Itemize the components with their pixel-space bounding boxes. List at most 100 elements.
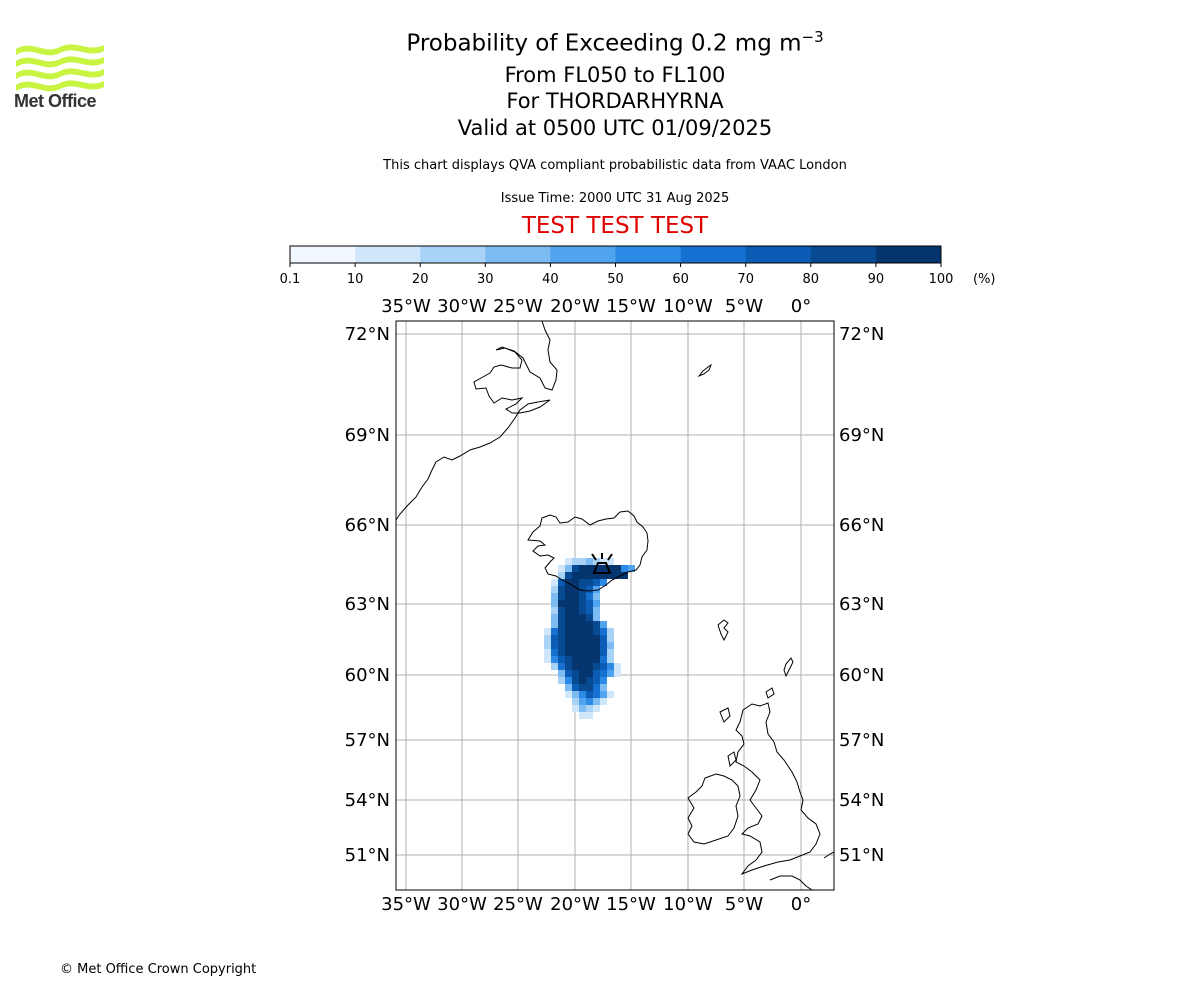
ash-cell [586, 635, 593, 642]
ash-cell [572, 684, 579, 691]
ireland-coast [687, 773, 741, 845]
colorbar-tick-label: 70 [737, 272, 754, 287]
ash-cell [565, 628, 572, 635]
colorbar-segment [290, 246, 356, 263]
ash-cell [593, 656, 600, 663]
colorbar-tick-label: 40 [542, 272, 559, 287]
volcano-icon [591, 553, 613, 574]
ash-cell [586, 614, 593, 621]
ash-cell [614, 572, 621, 579]
longitude-label-bottom: 20°W [550, 894, 600, 915]
ash-cell [600, 621, 607, 628]
colorbar-tick-label: 100 [929, 272, 954, 287]
ash-cell [572, 600, 579, 607]
ash-cell [565, 593, 572, 600]
ash-cell [586, 705, 593, 712]
ash-cell [551, 607, 558, 614]
ash-cell [551, 579, 558, 586]
colorbar-segment [745, 246, 812, 263]
ash-cell [579, 593, 586, 600]
longitude-label-bottom: 30°W [437, 894, 487, 915]
ash-cell [586, 656, 593, 663]
ash-cell [544, 628, 551, 635]
ash-cell [579, 691, 586, 698]
gridlines [396, 321, 834, 890]
ash-cell [600, 628, 607, 635]
ash-cell [558, 663, 565, 670]
colorbar-segment [875, 246, 942, 263]
issue-time: Issue Time: 2000 UTC 31 Aug 2025 [500, 191, 730, 206]
ash-cell [586, 558, 593, 565]
ash-cell [586, 691, 593, 698]
colorbar-tick-label: 50 [607, 272, 624, 287]
colorbar-tick-label: 30 [477, 272, 494, 287]
longitude-label-top: 5°W [725, 296, 763, 317]
ash-cell [572, 621, 579, 628]
ash-cell [600, 558, 607, 565]
ash-cell [593, 663, 600, 670]
ash-cell [565, 579, 572, 586]
ash-cell [586, 621, 593, 628]
ash-cell [600, 649, 607, 656]
ash-cell [544, 642, 551, 649]
ash-cell [572, 572, 579, 579]
latitude-label-right: 57°N [839, 730, 884, 751]
ash-cell [614, 670, 621, 677]
ash-cell [558, 579, 565, 586]
ash-cell [579, 677, 586, 684]
ash-cell [607, 572, 614, 579]
ash-cell [607, 691, 614, 698]
ash-cell [586, 565, 593, 572]
ash-cell [565, 677, 572, 684]
hebrides-south-coast [727, 751, 737, 768]
ash-cell [579, 705, 586, 712]
longitude-label-bottom: 25°W [493, 894, 543, 915]
ash-cell [572, 586, 579, 593]
ash-cell [600, 635, 607, 642]
colorbar-segment [420, 246, 486, 263]
colorbar-tick-label: 90 [868, 272, 885, 287]
ash-cell [579, 663, 586, 670]
ash-cell [558, 649, 565, 656]
ash-cell [586, 677, 593, 684]
colorbar-tick-label: 0.1 [280, 272, 301, 287]
ash-cell [607, 670, 614, 677]
ash-cell [551, 621, 558, 628]
longitude-label-top: 0° [791, 296, 811, 317]
ash-cell [572, 565, 579, 572]
ash-cell [558, 565, 565, 572]
longitude-label-top: 10°W [663, 296, 713, 317]
hebrides-coast [719, 707, 731, 723]
ash-cell [607, 663, 614, 670]
ash-cell [593, 593, 600, 600]
ash-cell [614, 663, 621, 670]
longitude-label-bottom: 15°W [606, 894, 656, 915]
ash-cell [593, 628, 600, 635]
ash-cell [565, 663, 572, 670]
ash-cell [551, 642, 558, 649]
ash-cell [544, 635, 551, 642]
latitude-label-left: 60°N [345, 665, 390, 686]
ash-cell [551, 614, 558, 621]
ash-cell [565, 614, 572, 621]
ash-cell [572, 670, 579, 677]
ash-cell [607, 649, 614, 656]
ash-cell [579, 572, 586, 579]
longitude-label-top: 25°W [493, 296, 543, 317]
ash-cell [607, 656, 614, 663]
ash-cell [579, 621, 586, 628]
ash-cell [593, 649, 600, 656]
colorbar-tick-label: 80 [803, 272, 820, 287]
latitude-label-left: 54°N [345, 790, 390, 811]
ash-cell [551, 635, 558, 642]
chart-title: Probability of Exceeding 0.2 mg m−3 [406, 28, 824, 57]
colorbar-tick-label: 20 [412, 272, 429, 287]
ash-cell [558, 586, 565, 593]
ash-cell [572, 579, 579, 586]
ash-cell [593, 607, 600, 614]
ash-cell [600, 656, 607, 663]
ash-cell [579, 600, 586, 607]
ash-cell [558, 593, 565, 600]
met-office-logo-text: Met Office [14, 91, 97, 111]
longitude-label-bottom: 5°W [725, 894, 763, 915]
